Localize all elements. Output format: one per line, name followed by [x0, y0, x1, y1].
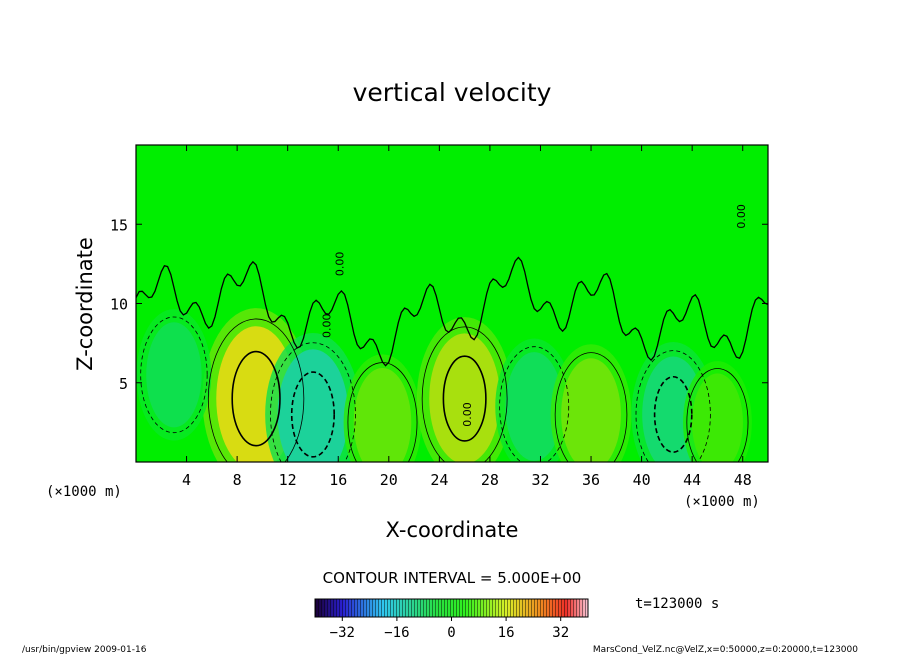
time-label: t=123000 s [635, 596, 719, 612]
heatmap-cell-core [429, 333, 501, 462]
y-tick-label: 15 [110, 216, 128, 234]
contour-line [653, 375, 693, 453]
x-tick-label: 48 [734, 471, 752, 489]
x-tick-label: 36 [582, 471, 600, 489]
colorbar-tick-label: 16 [498, 625, 515, 641]
contour-line [421, 326, 508, 462]
chart-title: vertical velocity [353, 78, 552, 107]
contour-line [442, 355, 487, 442]
x-tick-label: 12 [279, 471, 297, 489]
heatmap-cell-core [353, 367, 412, 462]
contour-lines: 0.00 0.00 0.00 0.00 [136, 204, 768, 462]
y-axis-label: Z-coordinate [73, 237, 97, 371]
colorbar-stripes [315, 599, 588, 617]
x-tick-label: 32 [531, 471, 549, 489]
colorbar-tick-label: 0 [447, 625, 455, 641]
contour-line [290, 371, 336, 458]
x-unit-left: (×1000 m) [46, 484, 122, 500]
contour-line [270, 342, 356, 462]
colorbar: −32 −16 0 16 32 [314, 598, 589, 641]
contour-line [554, 352, 628, 462]
contour-line [686, 368, 749, 462]
x-tick-label: 44 [683, 471, 701, 489]
contour-label: 0.00 [461, 402, 474, 427]
contour-label: 0.00 [333, 252, 346, 277]
colorbar-tick-label: −32 [330, 625, 355, 641]
x-tick-label: 20 [380, 471, 398, 489]
x-tick-label: 40 [633, 471, 651, 489]
zero-contour-line [136, 256, 768, 367]
colorbar-tick-label: −16 [384, 625, 409, 641]
contour-label: 0.00 [735, 204, 748, 229]
x-unit-right: (×1000 m) [684, 494, 760, 510]
footer-right: MarsCond_VelZ.nc@VelZ,x=0:50000,z=0:2000… [593, 645, 858, 654]
contour-line [140, 316, 208, 434]
x-tick-label: 24 [430, 471, 448, 489]
x-tick-label: 4 [182, 471, 191, 489]
x-tick-label: 16 [329, 471, 347, 489]
colorbar-tick-label: 32 [552, 625, 569, 641]
colorbar-ticks: −32 −16 0 16 32 [330, 617, 569, 641]
y-tick-label: 5 [119, 375, 128, 393]
heatmap-cells [136, 308, 752, 462]
heatmap-cell-core [561, 358, 621, 462]
contour-line [635, 350, 711, 462]
y-axis-ticks: 5 10 15 [110, 216, 768, 393]
heatmap-cell-core [277, 349, 349, 462]
contour-line [231, 350, 281, 447]
heatmap-cell-core [146, 322, 202, 428]
x-axis-ticks: 4 8 12 16 20 24 28 32 36 40 44 48 [182, 145, 752, 489]
contour-line [499, 346, 570, 462]
heatmap-cell-core [505, 352, 563, 461]
y-tick-label: 10 [110, 296, 128, 314]
heatmap-cell-core [691, 373, 743, 462]
x-tick-label: 8 [233, 471, 242, 489]
footer-left: /usr/bin/gpview 2009-01-16 [22, 645, 147, 654]
contour-interval-text: CONTOUR INTERVAL = 5.000E+00 [323, 569, 582, 587]
x-axis-label: X-coordinate [386, 518, 519, 542]
contour-label: 0.00 [321, 313, 334, 338]
plot-area: 0.00 0.00 0.00 0.00 [136, 145, 768, 462]
contour-line [207, 318, 305, 462]
x-tick-label: 28 [481, 471, 499, 489]
